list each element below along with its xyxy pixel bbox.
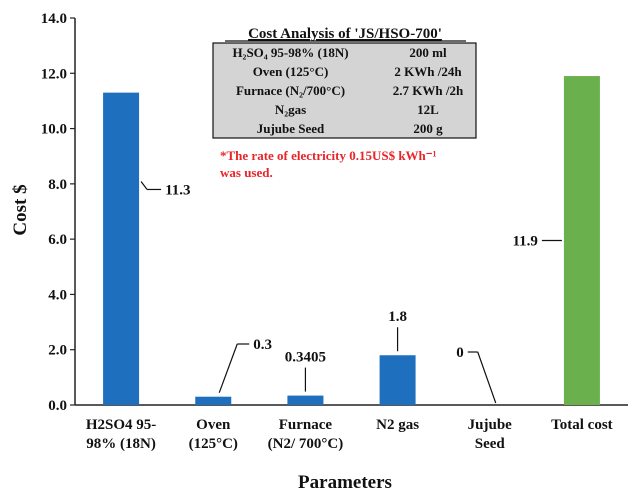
cost-inset-table: Cost Analysis of 'JS/HSO-700' H₂SO₄ 95-98…: [212, 26, 477, 180]
inset-cell-item: N₂gas: [275, 102, 306, 117]
data-label: 1.8: [388, 309, 407, 325]
inset-note: *The rate of electricity 0.15US$ kWh⁻¹: [220, 148, 437, 163]
inset-cell-item: Jujube Seed: [257, 121, 325, 136]
x-tick-label: Furnace: [279, 417, 333, 433]
axes: 0.0 2.0 4.0 6.0 8.0 10.0 12.0 14.0 H2SO4 95- 98% …: [41, 11, 628, 452]
leader-line: [477, 351, 497, 404]
y-tick-label: 8.0: [48, 177, 67, 193]
x-tick-label: Seed: [475, 436, 506, 452]
data-label: 0.3: [253, 337, 272, 353]
y-axis-title: Cost $: [10, 184, 31, 235]
data-label: 11.9: [512, 234, 537, 250]
leader-line: [218, 343, 238, 393]
inset-cell-item: Oven (125°C): [253, 64, 329, 79]
inset-cell-item: H₂SO₄ 95-98% (18N): [232, 45, 348, 60]
x-tick-label: N2 gas: [376, 417, 419, 433]
inset-cell-value: 12L: [417, 102, 439, 117]
leader-line: [140, 181, 148, 190]
inset-cell-value: 200 ml: [409, 45, 447, 60]
data-label: 11.3: [165, 182, 190, 198]
inset-table-box: [212, 42, 477, 139]
y-tick-label: 14.0: [41, 11, 67, 27]
data-label: 0.3405: [285, 350, 326, 366]
bar: [379, 355, 416, 405]
bar: [195, 396, 232, 405]
x-tick-label: H2SO4 95-: [86, 417, 156, 433]
bar: [563, 76, 600, 406]
x-tick-label: (125°C): [189, 436, 238, 452]
inset-cell-value: 2.7 KWh /2h: [393, 83, 464, 98]
bar: [103, 92, 140, 405]
inset-title: Cost Analysis of 'JS/HSO-700': [248, 26, 442, 42]
inset-cell-item: Furnace (N₂/700°C): [236, 83, 345, 98]
bars: [103, 76, 600, 406]
y-tick-label: 6.0: [48, 232, 67, 248]
x-tick-label: Total cost: [551, 417, 613, 433]
inset-cell-value: 200 g: [413, 121, 443, 136]
x-tick-label: Oven: [196, 417, 231, 433]
bar: [287, 395, 324, 405]
inset-note: was used.: [220, 165, 273, 180]
y-tick-label: 4.0: [48, 287, 67, 303]
x-tick-label: (N2/ 700°C): [268, 436, 344, 452]
y-tick-label: 0.0: [48, 398, 67, 414]
y-tick-label: 2.0: [48, 343, 67, 359]
data-labels: 11.3 0.3 0.3405 1.8 0 11.9: [140, 181, 562, 404]
y-tick-label: 10.0: [41, 122, 67, 138]
x-axis-title: Parameters: [298, 472, 392, 493]
data-label: 0: [456, 345, 464, 361]
y-tick-label: 12.0: [41, 66, 67, 82]
x-tick-label: Jujube: [468, 417, 513, 433]
inset-cell-value: 2 KWh /24h: [394, 64, 462, 79]
x-tick-label: 98% (18N): [86, 436, 156, 452]
